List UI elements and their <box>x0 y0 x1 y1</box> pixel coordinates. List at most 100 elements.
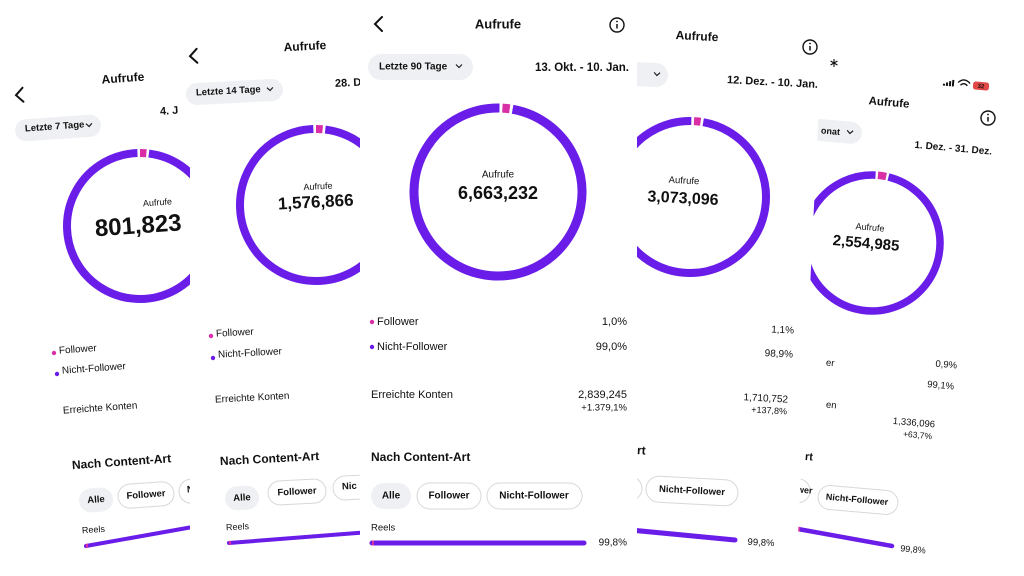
ring-non-follower <box>409 103 587 281</box>
legend-dot <box>210 355 216 361</box>
signal-bar <box>948 81 952 87</box>
non-follower-share: 99,0% <box>596 341 627 353</box>
reels-share: 99,8% <box>599 538 627 549</box>
reached-change: +63,7% <box>903 429 933 442</box>
date-range: 13. Okt. - 10. Jan. <box>535 62 629 74</box>
filter-pill[interactable] <box>416 482 482 510</box>
info-glyph <box>616 20 618 23</box>
filter-pill[interactable] <box>486 482 583 510</box>
views-total: 1,576,866 <box>277 191 354 214</box>
back-button[interactable] <box>14 86 25 103</box>
non-follower-share: 99,1% <box>927 379 955 392</box>
screen-title: Aufrufe <box>675 28 719 44</box>
reached-value: 1,710,752 <box>743 392 788 405</box>
wifi-icon <box>957 79 971 87</box>
legend-label: Nicht-Follower <box>62 361 127 376</box>
reels-bar <box>617 526 738 543</box>
filter-pill[interactable] <box>645 475 739 507</box>
section-title: Nach Content-Art <box>371 450 470 464</box>
range-button[interactable] <box>14 114 101 142</box>
reels-label: Reels <box>371 523 396 534</box>
reached-label: Erreichte Konten <box>371 389 453 401</box>
filter-label: Nicht-Follower <box>659 484 726 498</box>
range-button[interactable] <box>185 78 283 105</box>
filter-pill[interactable] <box>117 481 175 509</box>
non-follower-share: 98,9% <box>764 348 793 360</box>
filter-pill[interactable] <box>267 478 327 506</box>
info-button[interactable] <box>802 39 818 55</box>
panel-background <box>190 0 362 576</box>
filter-label: Nic <box>342 481 357 493</box>
screen-title: Aufrufe <box>475 16 521 31</box>
panel-background <box>637 0 824 576</box>
filter-label: Follower <box>277 485 317 498</box>
chevron-icon <box>653 71 661 77</box>
section-title: rt <box>637 443 646 457</box>
ring-follower <box>502 103 511 114</box>
section-title: Nach Content-Art <box>71 451 171 472</box>
chevron-icon <box>455 64 463 69</box>
filter-label: wer <box>796 484 814 495</box>
info-button[interactable] <box>609 17 625 33</box>
reels-bar <box>227 530 372 545</box>
status-icon <box>830 60 838 66</box>
views-total: 2,554,985 <box>832 232 900 255</box>
filter-pill[interactable] <box>78 487 114 513</box>
panel-90-days: Aufrufe Letzte 90 Tage 13. Okt. - 10. Jan.… <box>368 16 629 549</box>
filter-label: Follower <box>428 491 469 502</box>
signal-bar <box>942 83 946 86</box>
ring-label: Aufrufe <box>143 196 173 208</box>
range-button-label: Letzte 14 Tage <box>196 84 261 98</box>
follower-share: 1,0% <box>602 316 627 328</box>
legend-label: Follower <box>216 327 255 340</box>
reels-share: 99,8% <box>747 537 775 549</box>
date-range: 28. D <box>335 77 362 90</box>
signal-bar <box>945 82 949 86</box>
reels-label: Reels <box>82 524 106 536</box>
range-button-label: Letzte 7 Tage <box>25 119 85 134</box>
filter-pill[interactable] <box>371 483 411 509</box>
info-glyph <box>809 42 811 45</box>
battery-level: 32 <box>977 84 985 91</box>
info-glyph <box>987 113 989 116</box>
legend-dot <box>208 333 214 339</box>
screen-title: Aufrufe <box>101 70 145 87</box>
filter-label: Follower <box>126 488 166 502</box>
ring-non-follower <box>800 171 944 315</box>
back-button[interactable] <box>373 16 383 32</box>
chevron-icon <box>85 122 93 128</box>
legend-label: er <box>826 358 835 370</box>
filter-pill[interactable] <box>224 485 259 511</box>
ring-follower <box>877 171 887 181</box>
range-button-label: onat <box>821 125 841 137</box>
ring-label: Aufrufe <box>668 175 699 188</box>
reached-label: en <box>826 400 837 412</box>
legend-label: Follower <box>377 316 419 328</box>
reached-label: Erreichte Konten <box>63 400 138 416</box>
legend-label: Nicht-Follower <box>377 341 448 353</box>
legend-dot <box>369 319 375 325</box>
filter-label: Alle <box>87 494 105 506</box>
views-total: 801,823 <box>94 209 182 242</box>
info-button[interactable] <box>980 110 996 126</box>
legend-dot <box>51 350 57 356</box>
range-button[interactable] <box>368 54 473 80</box>
signal-bar <box>951 79 955 87</box>
filter-pill[interactable] <box>817 485 899 516</box>
date-range: 12. Dez. - 10. Jan. <box>727 74 819 91</box>
follower-share: 1,1% <box>771 324 794 336</box>
follower-share: 0,9% <box>935 359 958 372</box>
reached-value: 2,839,245 <box>578 389 627 401</box>
ring-follower <box>693 117 702 126</box>
chevron-icon <box>846 129 854 135</box>
ring-label: Aufrufe <box>482 170 515 181</box>
legend-label: Follower <box>59 343 98 357</box>
legend-dot <box>54 371 60 377</box>
reached-value: 1,336,096 <box>892 416 935 431</box>
back-button[interactable] <box>188 47 199 64</box>
legend-label: Nicht-Follower <box>218 346 283 360</box>
legend-dot <box>369 344 375 350</box>
